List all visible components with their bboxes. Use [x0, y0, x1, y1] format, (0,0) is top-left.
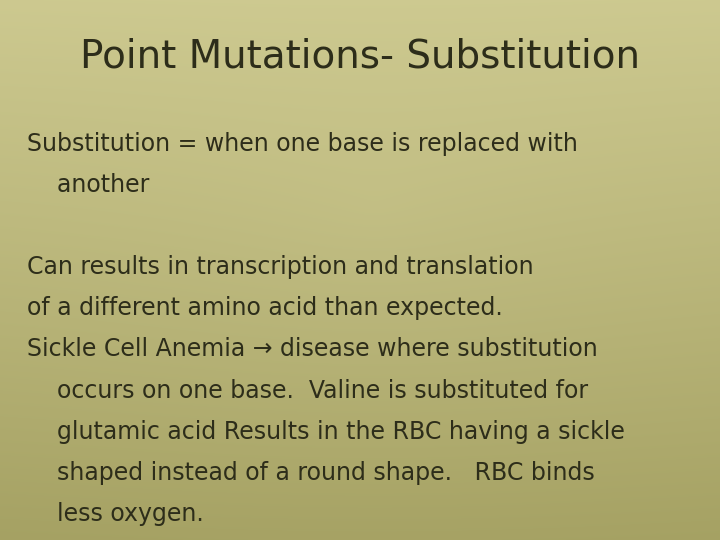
Text: less oxygen.: less oxygen. — [27, 502, 204, 525]
Text: Point Mutations- Substitution: Point Mutations- Substitution — [80, 38, 640, 76]
Text: occurs on one base.  Valine is substituted for: occurs on one base. Valine is substitute… — [27, 379, 588, 402]
Text: Substitution = when one base is replaced with: Substitution = when one base is replaced… — [27, 132, 578, 156]
Text: shaped instead of a round shape.   RBC binds: shaped instead of a round shape. RBC bin… — [27, 461, 595, 484]
Text: Can results in transcription and translation: Can results in transcription and transla… — [27, 255, 534, 279]
Text: another: another — [27, 173, 150, 197]
Text: Sickle Cell Anemia → disease where substitution: Sickle Cell Anemia → disease where subst… — [27, 338, 598, 361]
Text: glutamic acid Results in the RBC having a sickle: glutamic acid Results in the RBC having … — [27, 420, 625, 443]
Text: of a different amino acid than expected.: of a different amino acid than expected. — [27, 296, 503, 320]
